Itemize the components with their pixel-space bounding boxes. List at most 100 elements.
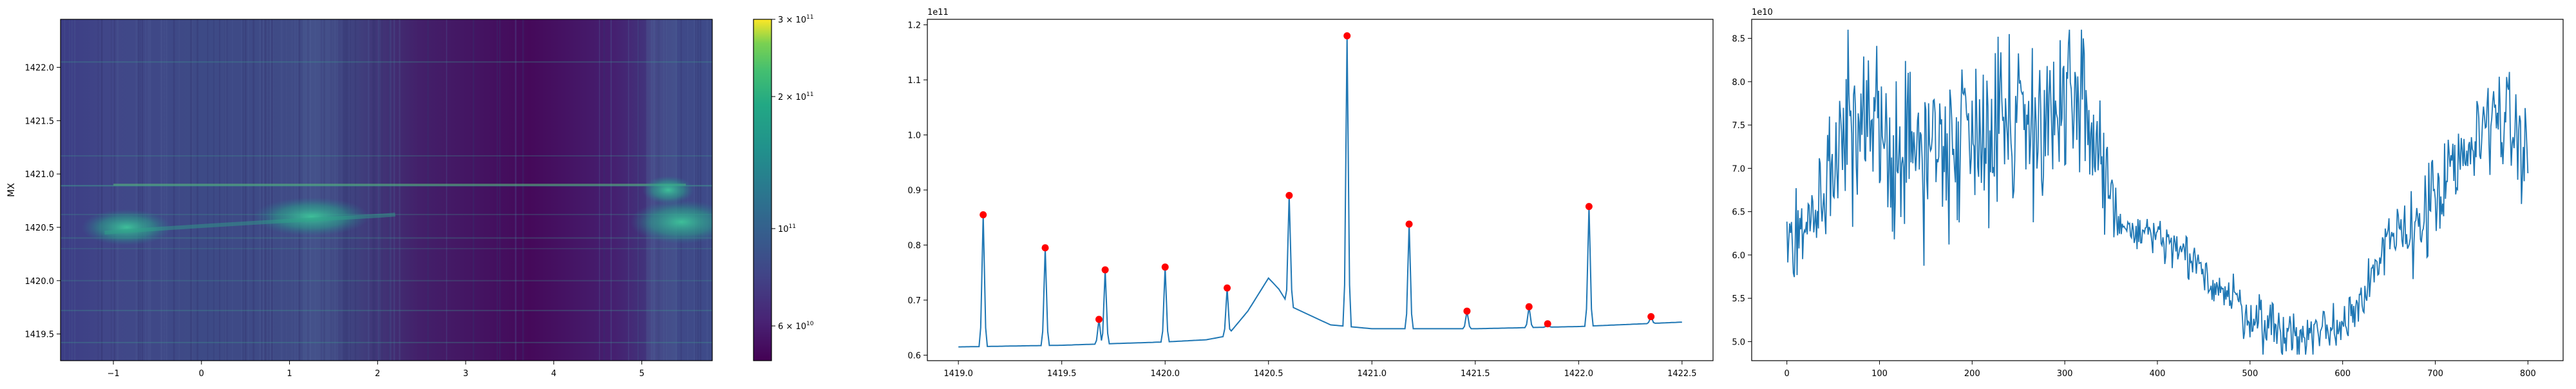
heatmap-y-tick-label: 1419.5 xyxy=(25,330,55,340)
heatmap-features xyxy=(61,19,712,361)
heatmap-x-tick-label: −1 xyxy=(107,369,119,379)
heatmap-stripe xyxy=(389,19,392,361)
heatmap-stripe xyxy=(427,19,429,361)
peak-x-tick-label: 1420.5 xyxy=(1254,369,1283,379)
heatmap-stripe xyxy=(336,19,337,361)
series-plot-area xyxy=(1786,30,2529,355)
peak-marker xyxy=(1405,220,1413,228)
heatmap-x-tick-label: 0 xyxy=(199,369,204,379)
heatmap-stripe xyxy=(330,19,332,361)
series-y-tick-label: 5.5 xyxy=(1732,294,1745,304)
series-y-tick-label: 7.0 xyxy=(1732,164,1745,174)
heatmap-stripe xyxy=(164,19,165,361)
heatmap-x-tick-label: 4 xyxy=(551,369,556,379)
heatmap-row-line xyxy=(61,310,712,312)
heatmap-stripe xyxy=(147,19,149,361)
heatmap-stripe xyxy=(696,19,697,361)
heatmap-stripe xyxy=(350,19,351,361)
series-x-tick-label: 700 xyxy=(2427,369,2443,379)
heatmap-stripe xyxy=(280,19,283,361)
heatmap-stripe xyxy=(141,19,144,361)
heatmap-stripe xyxy=(135,19,138,361)
heatmap-stripe xyxy=(372,19,374,361)
heatmap-stripe xyxy=(271,19,273,361)
peak-marker xyxy=(1463,307,1471,315)
heatmap-stripe xyxy=(242,19,244,361)
heatmap-frame xyxy=(60,19,713,361)
peak-y-tick-label: 1.0 xyxy=(907,131,921,141)
heatmap-stripe xyxy=(399,19,401,361)
series-x-tick-label: 600 xyxy=(2334,369,2351,379)
heatmap-image xyxy=(61,19,712,361)
heatmap-y-tick-label: 1420.0 xyxy=(25,277,55,287)
colorbar-ticks: 6 × 1010 1011 2 × 1011 3 × 1011 xyxy=(772,14,814,332)
heatmap-stripe xyxy=(149,19,151,361)
peak-y-tick-label: 0.8 xyxy=(907,241,921,251)
heatmap-stripe xyxy=(269,19,271,361)
peak-x-tick-label: 1422.5 xyxy=(1667,369,1697,379)
heatmap-stripe xyxy=(272,19,274,361)
heatmap-stripe xyxy=(196,19,199,361)
heatmap-stripe xyxy=(310,19,311,361)
peak-x-tick-label: 1421.5 xyxy=(1461,369,1490,379)
heatmap-stripe xyxy=(697,19,699,361)
colorbar-tick-label: 2 × 1011 xyxy=(778,91,813,102)
heatmap-x-tick-label: 1 xyxy=(287,369,292,379)
heatmap-bright-band xyxy=(303,19,338,361)
heatmap-stripe xyxy=(192,19,193,361)
peak-y-axis: 0.6 0.7 0.8 0.9 1.0 1.1 1.2 xyxy=(907,21,927,361)
peak-marker xyxy=(1095,316,1103,323)
peak-marker xyxy=(1544,320,1551,328)
heatmap-row-line xyxy=(61,341,712,343)
peak-marker xyxy=(1161,263,1169,271)
peak-x-tick-label: 1422.0 xyxy=(1564,369,1594,379)
heatmap-stripe xyxy=(599,19,600,361)
series-y-tick-label: 6.5 xyxy=(1732,208,1745,218)
series-y-tick-label: 6.0 xyxy=(1732,251,1745,261)
series-panel: 0 100 200 300 400 500 600 700 800 5.0 5.5 6.0 6.5 7.… xyxy=(1732,8,2564,379)
heatmap-stripe xyxy=(64,19,66,361)
heatmap-stripe xyxy=(314,19,316,361)
colorbar-tick-label: 6 × 1010 xyxy=(778,321,814,332)
heatmap-stripe xyxy=(638,19,639,361)
heatmap-row-line xyxy=(61,248,712,250)
peak-plot-area xyxy=(958,32,1682,348)
heatmap-stripe xyxy=(298,19,301,361)
heatmap-stripe xyxy=(261,19,263,361)
heatmap-x-tick-label: 2 xyxy=(375,369,380,379)
heatmap-stripe xyxy=(388,19,391,361)
heatmap-stripe xyxy=(74,19,76,361)
series-y-tick-label: 5.0 xyxy=(1732,337,1745,347)
heatmap-stripe xyxy=(446,19,448,361)
colorbar-frame xyxy=(753,19,772,361)
heatmap-row-line xyxy=(61,155,712,157)
heatmap-stripe xyxy=(345,19,346,361)
heatmap-stripe xyxy=(247,19,249,361)
heatmap-stripe xyxy=(69,19,70,361)
heatmap-y-tick-label: 1420.5 xyxy=(25,223,55,233)
heatmap-stripe xyxy=(373,19,375,361)
heatmap-stripe xyxy=(377,19,379,361)
peak-y-tick-label: 1.2 xyxy=(907,21,921,31)
heatmap-stripe xyxy=(603,19,605,361)
heatmap-stripe xyxy=(374,19,375,361)
peak-y-tick-label: 0.7 xyxy=(907,296,921,306)
peak-series-line xyxy=(958,35,1682,348)
peak-marker xyxy=(1101,266,1109,274)
heatmap-stripe xyxy=(97,19,99,361)
heatmap-stripe xyxy=(307,19,308,361)
heatmap-stripe xyxy=(178,19,180,361)
heatmap-stripe xyxy=(515,19,516,361)
colorbar: 6 × 1010 1011 2 × 1011 3 × 1011 xyxy=(753,14,814,361)
heatmap-stripe xyxy=(285,19,286,361)
series-y-tick-label: 7.5 xyxy=(1732,121,1745,131)
heatmap-row-line xyxy=(61,237,712,239)
heatmap-stripe xyxy=(393,19,395,361)
heatmap-x-tick-label: 3 xyxy=(463,369,468,379)
heatmap-stripe xyxy=(638,19,639,361)
heatmap-ylabel: MX xyxy=(6,183,17,197)
peak-x-axis: 1419.0 1419.5 1420.0 1420.5 1421.0 1421.5 1422… xyxy=(943,361,1697,379)
peak-marker xyxy=(1647,313,1655,321)
heatmap-stripe xyxy=(381,19,383,361)
